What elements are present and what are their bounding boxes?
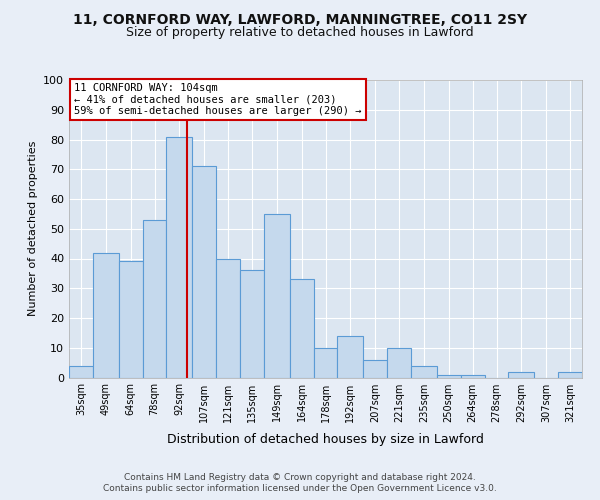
Bar bbox=[337, 336, 363, 378]
Text: Contains HM Land Registry data © Crown copyright and database right 2024.: Contains HM Land Registry data © Crown c… bbox=[124, 472, 476, 482]
Bar bbox=[461, 374, 485, 378]
Text: Size of property relative to detached houses in Lawford: Size of property relative to detached ho… bbox=[126, 26, 474, 39]
Bar bbox=[558, 372, 582, 378]
Bar bbox=[314, 348, 337, 378]
Bar bbox=[290, 280, 314, 378]
Text: 11, CORNFORD WAY, LAWFORD, MANNINGTREE, CO11 2SY: 11, CORNFORD WAY, LAWFORD, MANNINGTREE, … bbox=[73, 12, 527, 26]
Bar bbox=[69, 366, 93, 378]
Bar bbox=[508, 372, 534, 378]
Text: 11 CORNFORD WAY: 104sqm
← 41% of detached houses are smaller (203)
59% of semi-d: 11 CORNFORD WAY: 104sqm ← 41% of detache… bbox=[74, 83, 362, 116]
Bar bbox=[240, 270, 264, 378]
Bar bbox=[216, 258, 240, 378]
Bar bbox=[119, 262, 143, 378]
Bar bbox=[437, 374, 461, 378]
Bar bbox=[363, 360, 387, 378]
Bar bbox=[387, 348, 411, 378]
X-axis label: Distribution of detached houses by size in Lawford: Distribution of detached houses by size … bbox=[167, 433, 484, 446]
Y-axis label: Number of detached properties: Number of detached properties bbox=[28, 141, 38, 316]
Text: Contains public sector information licensed under the Open Government Licence v3: Contains public sector information licen… bbox=[103, 484, 497, 493]
Bar bbox=[93, 252, 119, 378]
Bar bbox=[192, 166, 216, 378]
Bar bbox=[143, 220, 166, 378]
Bar bbox=[411, 366, 437, 378]
Bar bbox=[166, 136, 192, 378]
Bar bbox=[264, 214, 290, 378]
